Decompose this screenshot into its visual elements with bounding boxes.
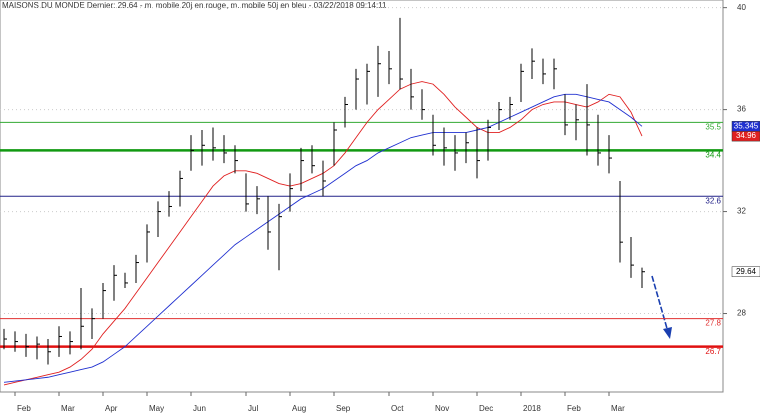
ma-last-value-box <box>731 121 760 132</box>
x-tick-label: Oct <box>391 404 404 413</box>
x-tick-label: Feb <box>17 404 31 413</box>
x-tick-label: Aug <box>292 404 306 413</box>
x-tick-label: Apr <box>105 404 118 413</box>
x-tick-label: Nov <box>435 404 449 413</box>
annotation-arrow <box>651 275 672 339</box>
x-tick-label: 2018 <box>523 404 541 413</box>
level-label: 27.8 <box>705 319 721 328</box>
y-tick-label: 36 <box>737 105 746 114</box>
x-tick-label: Dec <box>479 404 493 413</box>
last-price-box <box>731 266 760 277</box>
y-tick-label: 28 <box>737 309 746 318</box>
x-tick-label: Jul <box>248 404 258 413</box>
x-tick-label: May <box>149 404 164 413</box>
x-tick-label: Feb <box>567 404 581 413</box>
level-label: 34.4 <box>705 151 721 160</box>
x-tick-label: Mar <box>61 404 75 413</box>
x-tick-label: Sep <box>336 404 351 413</box>
x-tick-label: Jun <box>193 404 206 413</box>
last-price: 29.64 <box>736 267 757 276</box>
level-label: 32.6 <box>705 196 721 205</box>
x-tick-label: Mar <box>611 404 625 413</box>
level-label: 35.5 <box>705 122 721 131</box>
ma-last-value: 34.96 <box>736 131 757 140</box>
chart-title: MAISONS DU MONDE Dernier: 29.64 - m. mob… <box>2 1 387 10</box>
moving-average <box>3 81 643 386</box>
y-tick-label: 32 <box>737 207 746 216</box>
level-label: 26.7 <box>705 347 721 356</box>
ma-last-value: 35.345 <box>734 121 759 130</box>
y-tick-label: 40 <box>737 3 746 12</box>
